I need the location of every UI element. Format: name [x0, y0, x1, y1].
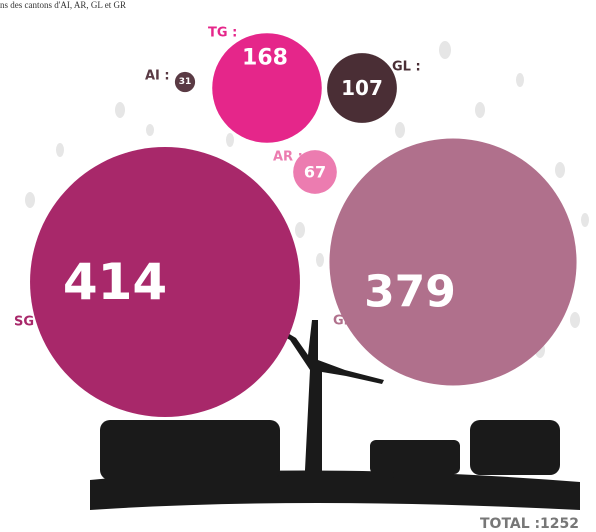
- total-value: 1252: [540, 516, 579, 532]
- bubble: [293, 150, 337, 194]
- tree-silhouette: [90, 320, 580, 510]
- bubble-label: AR :: [273, 150, 303, 165]
- bubble-value: 31: [179, 77, 192, 87]
- bubble-label: SG :: [14, 315, 44, 330]
- bubble-value: 414: [63, 253, 167, 311]
- bubble-value: 379: [364, 267, 456, 318]
- bubble: [212, 33, 322, 143]
- bubble: [174, 71, 196, 93]
- bubble-label: GR :: [333, 314, 363, 329]
- bubble-value: 67: [304, 163, 326, 182]
- caption: ns des cantons d'AI, AR, GL et GR: [0, 0, 126, 10]
- bubble-value: 107: [341, 76, 383, 100]
- bubble-label: TG :: [208, 26, 237, 41]
- bubble-value: 168: [242, 46, 288, 71]
- bubble-label: GL :: [392, 60, 421, 75]
- bubble: [327, 53, 397, 123]
- bubble: [329, 138, 577, 386]
- total-label: TOTAL :: [480, 516, 540, 532]
- bubble: [30, 147, 300, 417]
- bubble-label: AI :: [145, 69, 170, 84]
